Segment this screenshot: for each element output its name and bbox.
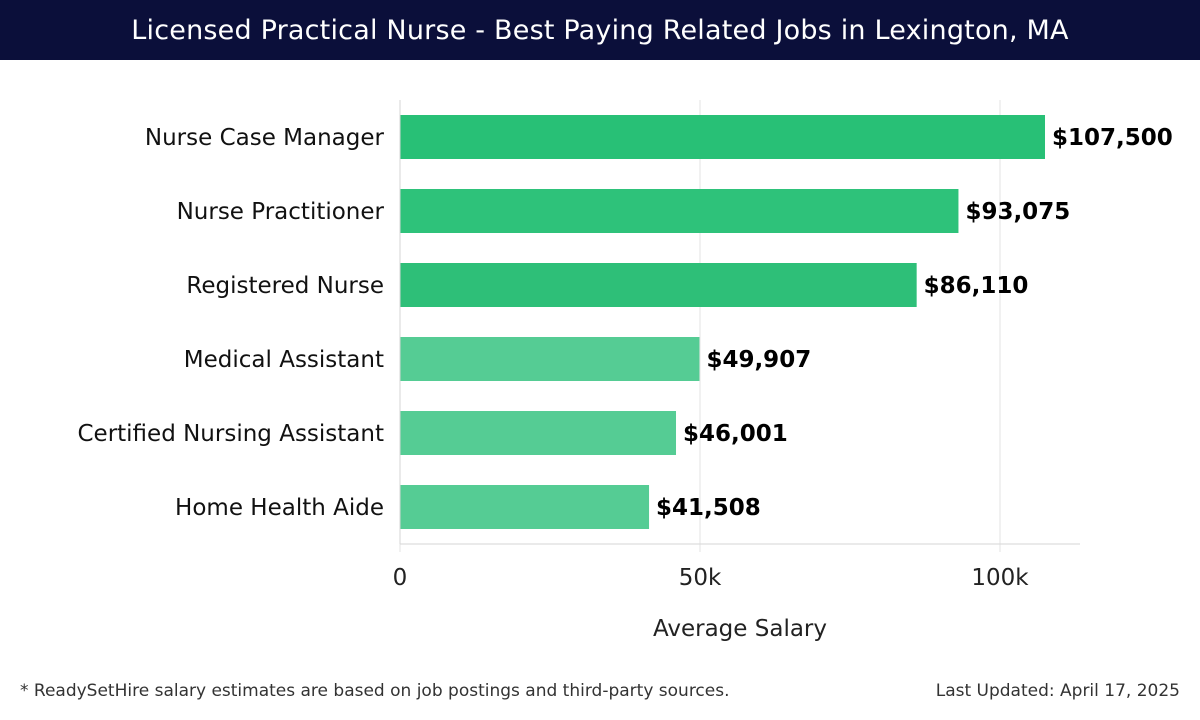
title-bar: Licensed Practical Nurse - Best Paying R… [0, 0, 1200, 60]
bar [400, 337, 700, 381]
bar [400, 485, 650, 529]
category-label: Registered Nurse [186, 273, 384, 299]
x-tick-label: 50k [679, 565, 722, 591]
value-label: $86,110 [924, 273, 1029, 299]
axes: 0 50k 100k [393, 100, 1080, 591]
x-tick-label: 100k [971, 565, 1029, 591]
value-label: $41,508 [656, 495, 761, 521]
bar [400, 115, 1046, 159]
bar [400, 263, 917, 307]
category-label: Home Health Aide [175, 495, 384, 521]
category-label: Nurse Practitioner [177, 199, 385, 225]
category-label: Certified Nursing Assistant [77, 421, 384, 447]
x-axis-label: Average Salary [653, 616, 827, 642]
bar-chart: Nurse Case Manager $107,500 Nurse Practiti… [77, 100, 1173, 642]
last-updated: Last Updated: April 17, 2025 [935, 681, 1180, 701]
category-label: Nurse Case Manager [145, 125, 385, 151]
grid-lines [399, 100, 1001, 552]
value-label: $107,500 [1052, 125, 1173, 151]
bar [400, 189, 959, 233]
value-label: $46,001 [683, 421, 788, 447]
category-label: Medical Assistant [184, 347, 384, 373]
footer-note: * ReadySetHire salary estimates are base… [20, 681, 730, 701]
bars: Nurse Case Manager $107,500 Nurse Practiti… [77, 115, 1173, 529]
chart-title: Licensed Practical Nurse - Best Paying R… [131, 14, 1069, 46]
bar [400, 411, 677, 455]
value-label: $49,907 [706, 347, 811, 373]
x-tick-label: 0 [393, 565, 408, 591]
value-label: $93,075 [965, 199, 1070, 225]
